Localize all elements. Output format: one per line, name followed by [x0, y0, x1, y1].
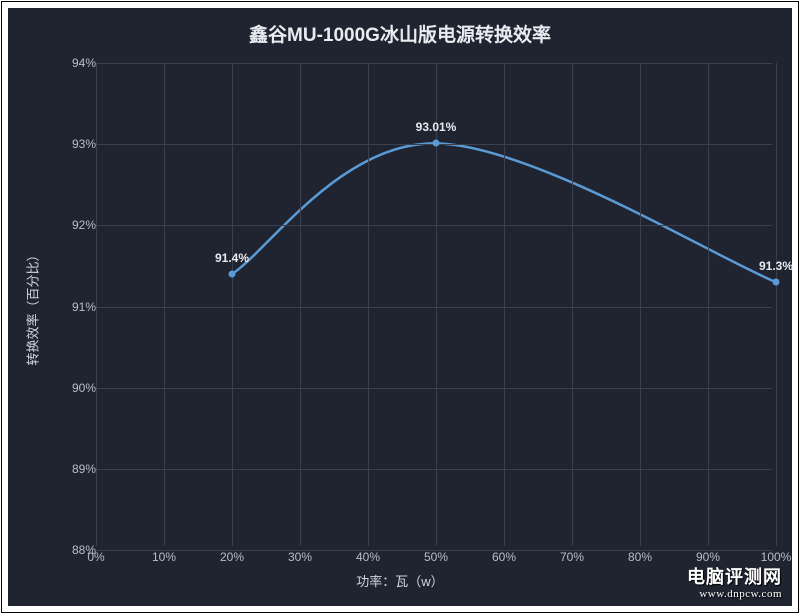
- chart-title: 鑫谷MU-1000G冰山版电源转换效率: [8, 20, 792, 47]
- data-label: 91.4%: [215, 251, 249, 265]
- grid-line-horizontal: [96, 388, 772, 389]
- grid-line-vertical: [572, 63, 573, 546]
- watermark: 电脑评测网 www.dnpcw.com: [687, 568, 782, 600]
- x-tick-label: 0%: [71, 550, 121, 564]
- grid-line-vertical: [708, 63, 709, 546]
- y-axis-label: 转换效率（百分比）: [23, 248, 42, 365]
- grid-line-vertical: [436, 63, 437, 546]
- grid-line-vertical: [96, 63, 97, 546]
- x-tick-label: 50%: [411, 550, 461, 564]
- grid-line-vertical: [300, 63, 301, 546]
- y-tick-label: 93%: [46, 137, 96, 151]
- grid-line-vertical: [504, 63, 505, 546]
- x-tick-label: 90%: [683, 550, 733, 564]
- data-marker: [773, 279, 780, 286]
- x-tick-label: 20%: [207, 550, 257, 564]
- grid-line-vertical: [368, 63, 369, 546]
- grid-line-horizontal: [96, 469, 772, 470]
- y-tick-label: 91%: [46, 300, 96, 314]
- x-tick-label: 10%: [139, 550, 189, 564]
- grid-line-vertical: [232, 63, 233, 546]
- x-tick-label: 100%: [751, 550, 800, 564]
- x-tick-label: 30%: [275, 550, 325, 564]
- x-tick-label: 70%: [547, 550, 597, 564]
- outer-frame: 鑫谷MU-1000G冰山版电源转换效率 转换效率（百分比） 功率：瓦（w） 91…: [1, 1, 799, 613]
- grid-line-vertical: [640, 63, 641, 546]
- y-tick-label: 90%: [46, 381, 96, 395]
- grid-line-horizontal: [96, 307, 772, 308]
- chart-container: 鑫谷MU-1000G冰山版电源转换效率 转换效率（百分比） 功率：瓦（w） 91…: [8, 8, 792, 606]
- data-label: 91.3%: [759, 259, 793, 273]
- watermark-url: www.dnpcw.com: [687, 588, 782, 600]
- watermark-title: 电脑评测网: [687, 568, 782, 588]
- grid-line-horizontal: [96, 225, 772, 226]
- x-tick-label: 80%: [615, 550, 665, 564]
- x-tick-label: 60%: [479, 550, 529, 564]
- x-tick-label: 40%: [343, 550, 393, 564]
- grid-line-vertical: [164, 63, 165, 546]
- y-tick-label: 92%: [46, 218, 96, 232]
- x-axis-label: 功率：瓦（w）: [8, 571, 792, 590]
- data-marker: [433, 140, 440, 147]
- plot-area: 91.4%93.01%91.3%: [96, 63, 772, 546]
- grid-line-horizontal: [96, 63, 772, 64]
- y-tick-label: 94%: [46, 56, 96, 70]
- grid-line-vertical: [776, 63, 777, 546]
- data-marker: [229, 271, 236, 278]
- y-tick-label: 89%: [46, 462, 96, 476]
- data-label: 93.01%: [416, 121, 457, 135]
